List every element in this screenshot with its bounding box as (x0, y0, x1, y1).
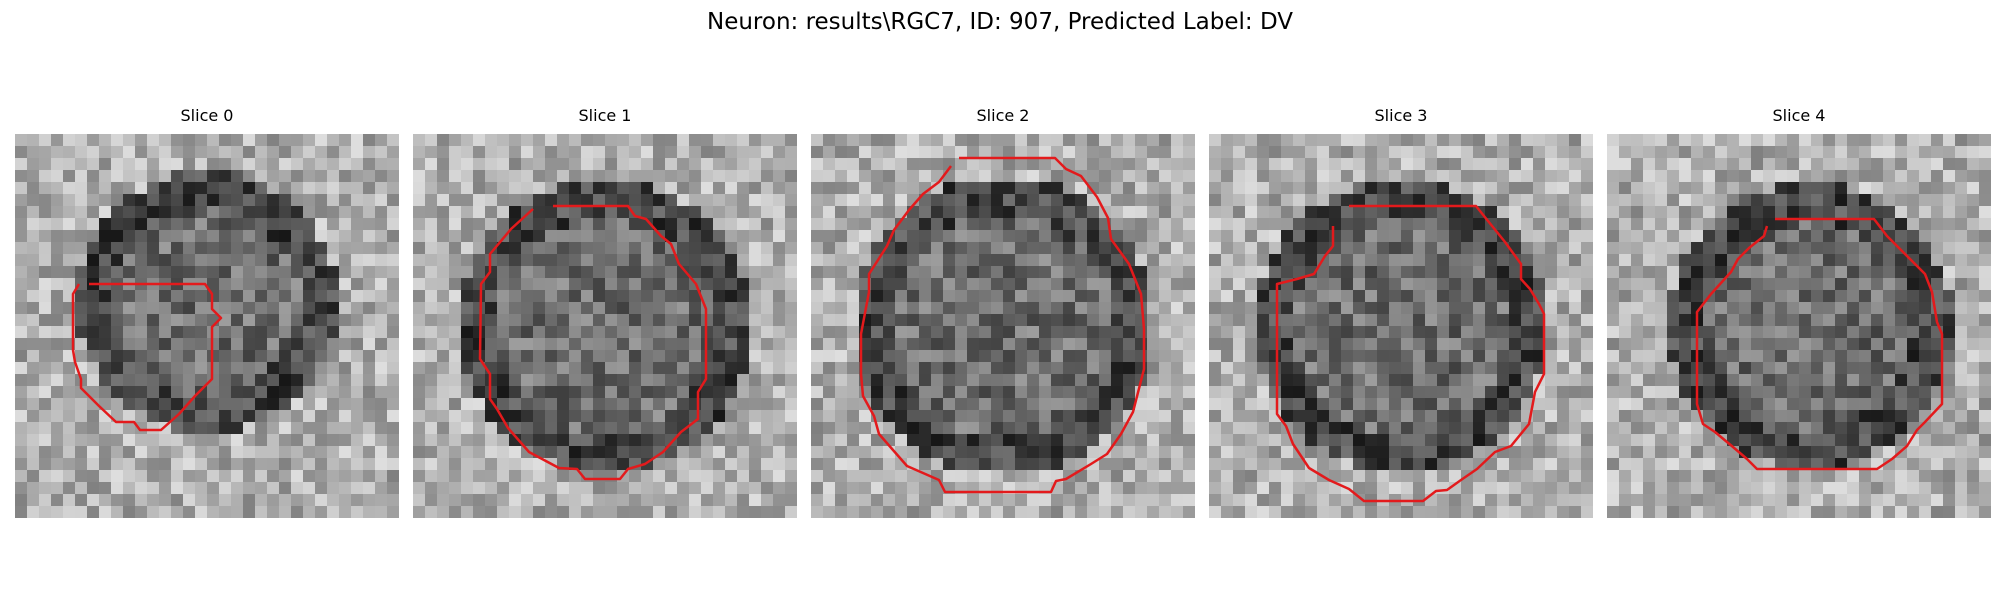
cell-contour (1275, 204, 1546, 503)
slice-title: Slice 4 (1772, 106, 1826, 125)
slice-image-0 (15, 134, 399, 518)
slice-image-3 (1209, 134, 1593, 518)
slice-image-2 (811, 134, 1195, 518)
cell-contour (71, 282, 223, 432)
slice-title: Slice 2 (976, 106, 1030, 125)
slice-panel-3: Slice 3 (1209, 106, 1593, 518)
slice-title: Slice 0 (180, 106, 234, 125)
slice-title: Slice 3 (1374, 106, 1428, 125)
slice-image-1 (413, 134, 797, 518)
slice-panel-4: Slice 4 (1607, 106, 1991, 518)
slice-panel-2: Slice 2 (811, 106, 1195, 518)
figure-title: Neuron: results\RGC7, ID: 907, Predicted… (706, 9, 1294, 35)
slice-image-4 (1607, 134, 1991, 518)
slice-title: Slice 1 (578, 106, 632, 125)
slice-panel-1: Slice 1 (413, 106, 797, 518)
cell-contour (1695, 217, 1944, 471)
cell-contour (859, 156, 1146, 494)
slice-panel-0: Slice 0 (15, 106, 399, 518)
cell-contour (478, 204, 708, 481)
